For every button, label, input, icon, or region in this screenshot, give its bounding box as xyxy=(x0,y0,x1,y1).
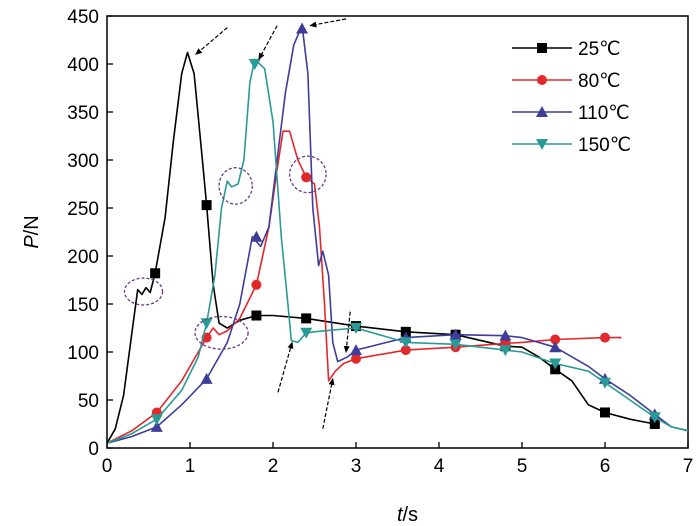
y-tick-label: 400 xyxy=(67,55,99,76)
data-point-150 xyxy=(499,345,512,357)
arrow-drop-150 xyxy=(277,341,294,393)
y-tick-label: 50 xyxy=(78,391,99,412)
highlight-ellipse-80shoulderlow xyxy=(194,315,249,350)
x-tick-label: 1 xyxy=(185,456,196,477)
legend-marker-110 xyxy=(536,106,548,117)
data-point-110 xyxy=(150,420,163,432)
y-tick-label: 300 xyxy=(67,151,99,172)
legend-item-80: 80℃ xyxy=(512,71,620,92)
data-point-150 xyxy=(300,327,313,339)
data-point-150 xyxy=(648,412,661,424)
data-point-150 xyxy=(549,358,562,370)
data-point-80 xyxy=(400,345,411,356)
legend-item-110: 110℃ xyxy=(512,103,630,124)
highlight-ellipse-150shoulder xyxy=(218,167,253,205)
series-line-80 xyxy=(106,130,622,444)
data-point-150 xyxy=(449,339,462,351)
annotations-group xyxy=(123,18,351,429)
highlight-ellipse-80shoulderhigh xyxy=(288,155,327,194)
arrow-peak-25 xyxy=(195,27,228,56)
data-point-150 xyxy=(399,337,412,349)
data-point-110 xyxy=(549,341,562,353)
y-tick-label: 150 xyxy=(67,295,99,316)
plot-area-border xyxy=(106,15,689,449)
series-150 xyxy=(106,58,689,444)
x-axis-label: t/s xyxy=(397,504,418,526)
axis-tick-labels: 0 1 2 3 4 5 6 7 0 50 100 150 200 250 300 350 400 450 xyxy=(67,7,693,477)
series-group xyxy=(106,22,689,444)
legend-marker-150 xyxy=(536,139,548,150)
arrow-drop-110 xyxy=(343,311,351,353)
data-point-25 xyxy=(201,200,212,211)
x-tick-label: 4 xyxy=(434,456,445,477)
y-tick-label: 0 xyxy=(88,439,99,460)
legend-item-25: 25℃ xyxy=(512,39,620,60)
arrow-peak-110 xyxy=(309,18,347,28)
data-point-80 xyxy=(351,353,361,364)
y-axis-label: P/N xyxy=(21,215,43,248)
x-tick-label: 6 xyxy=(600,456,611,477)
data-point-150 xyxy=(248,59,261,70)
data-point-110 xyxy=(296,22,309,34)
data-point-80 xyxy=(550,334,561,345)
series-line-110 xyxy=(106,24,689,444)
y-tick-label: 350 xyxy=(67,103,99,124)
data-point-110 xyxy=(250,230,263,242)
arrow-drop-80 xyxy=(322,377,335,429)
data-point-80 xyxy=(600,332,610,343)
data-point-150 xyxy=(200,318,213,330)
legend: 25℃ 80℃ 110℃ 150℃ xyxy=(512,39,631,156)
y-tick-label: 200 xyxy=(67,247,99,268)
data-point-80 xyxy=(251,279,262,290)
legend-label-110: 110℃ xyxy=(578,103,630,124)
legend-item-150: 150℃ xyxy=(512,135,631,156)
legend-label-150: 150℃ xyxy=(578,135,631,156)
series-80 xyxy=(106,130,622,444)
data-point-80 xyxy=(301,172,312,183)
axis-ticks xyxy=(106,15,689,449)
data-point-150 xyxy=(150,414,163,426)
data-point-110 xyxy=(200,372,213,384)
data-point-25 xyxy=(150,268,161,279)
series-25 xyxy=(106,51,660,444)
y-tick-label: 450 xyxy=(67,7,99,28)
data-point-150 xyxy=(599,377,611,389)
arrow-peak-150 xyxy=(258,25,278,61)
highlight-ellipse-25shoulder xyxy=(123,277,164,306)
data-point-110 xyxy=(350,344,362,356)
data-point-110 xyxy=(449,328,462,340)
y-tick-label: 250 xyxy=(67,199,99,220)
series-line-150 xyxy=(106,58,689,444)
x-tick-label: 7 xyxy=(683,456,694,477)
data-point-150 xyxy=(350,323,362,334)
y-tick-label: 100 xyxy=(67,343,99,364)
x-tick-label: 0 xyxy=(102,456,113,477)
series-line-25 xyxy=(106,51,655,444)
data-point-110 xyxy=(499,329,512,341)
legend-marker-80 xyxy=(537,75,547,85)
plot-frame xyxy=(106,15,689,449)
data-point-25 xyxy=(301,313,312,324)
legend-label-80: 80℃ xyxy=(578,71,620,92)
data-point-25 xyxy=(600,407,610,418)
legend-label-25: 25℃ xyxy=(578,39,620,60)
data-point-25 xyxy=(251,310,262,321)
data-point-25 xyxy=(649,419,660,429)
x-tick-label: 5 xyxy=(517,456,528,477)
x-tick-label: 2 xyxy=(268,456,279,477)
x-tick-label: 3 xyxy=(351,456,362,477)
legend-marker-25 xyxy=(537,43,547,53)
